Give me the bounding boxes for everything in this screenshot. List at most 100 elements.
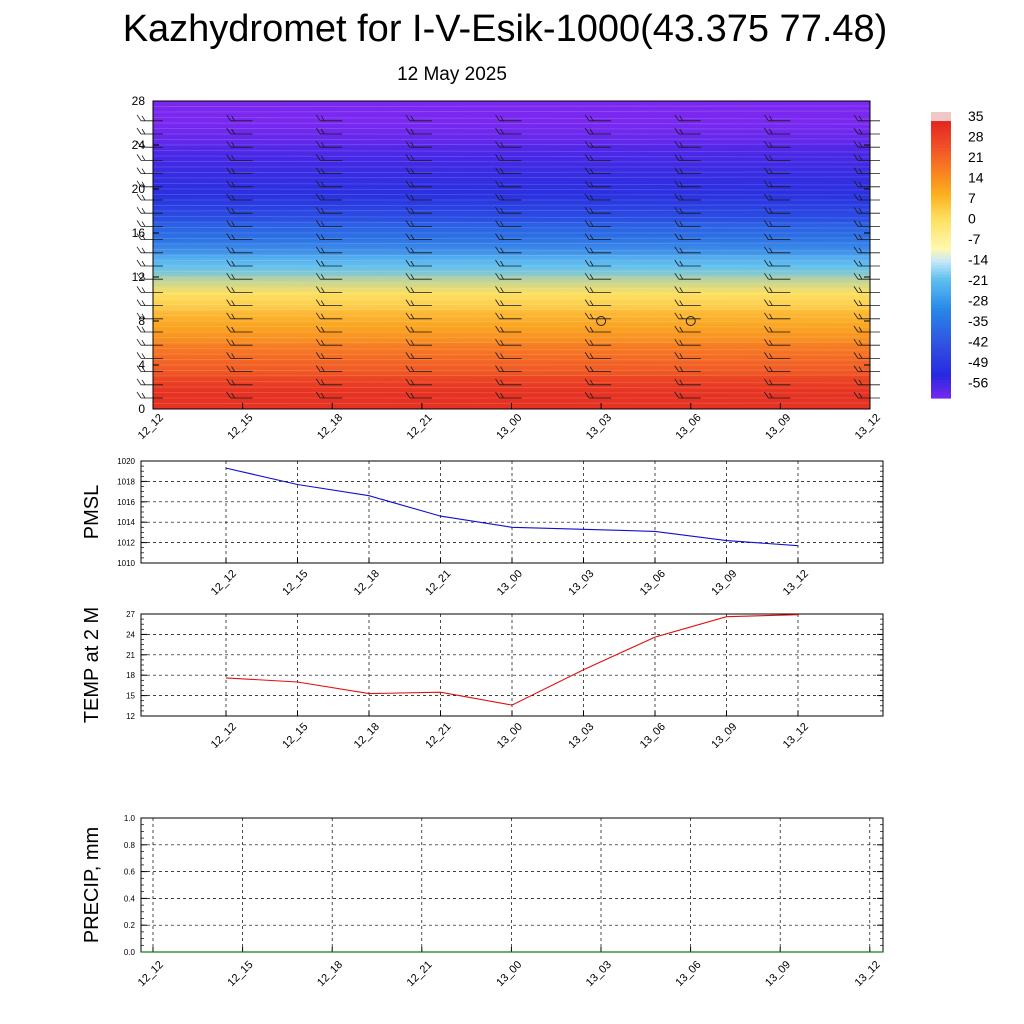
wind-barb [226,246,253,254]
wind-barb-flag [410,128,415,135]
wind-barb-flag [679,234,684,240]
y-axis-label: PMSL [81,485,103,539]
colorbar-label: -14 [968,252,988,268]
x-tick-label: 13_09 [709,568,739,598]
wind-barb [495,167,522,175]
wind-barb [853,140,880,148]
wind-barb-flag [764,233,769,240]
contour-line [152,176,871,179]
colorbar-swatch [931,250,951,255]
wind-barb [405,220,432,227]
wind-barb-flag [769,366,773,372]
wind-barb-flag [764,167,769,174]
wind-barb-flag [589,273,594,280]
wind-barb [315,338,343,346]
x-tick-label: 13_06 [673,959,703,989]
wind-barb-flag [231,260,235,267]
contour-line [152,171,871,173]
wind-barb [136,206,163,214]
chart-title: Kazhydromet for I-V-Esik-1000(43.375 77.… [122,8,888,50]
wind-barb-flag [853,246,859,254]
colorbar-swatch [931,151,951,155]
wind-barb-flag [679,339,684,346]
wind-barb [315,272,343,280]
colorbar-swatch [931,118,951,122]
wind-barb-flag [589,353,594,359]
colorbar-swatch [931,199,951,203]
colorbar-swatch [931,247,951,252]
contour-line [152,128,871,130]
wind-barb [584,180,612,188]
wind-barb [405,338,432,346]
colorbar-swatch [931,196,951,200]
wind-barb-flag [584,127,590,135]
wind-barb-flag [853,180,859,188]
wind-barb-flag [226,338,231,346]
wind-barb [674,140,701,148]
wind-barb [405,154,432,161]
wind-barb-flag [495,114,500,122]
wind-barb-flag [141,260,146,267]
colorbar-swatch [931,343,951,348]
wind-barb [405,259,432,267]
wind-barb-flag [679,155,684,161]
wind-barb [674,233,701,241]
colorbar-swatch [931,358,951,363]
wind-barb [584,127,612,135]
wind-barb-flag [679,313,684,320]
colorbar-label: -28 [968,293,988,309]
wind-barb-flag [853,154,859,161]
wind-barb-flag [320,326,325,333]
wind-barb-flag [320,300,325,306]
wind-barb [136,154,163,161]
colorbar-swatch [931,304,951,309]
wind-barb-flag [769,300,773,306]
colorbar-swatch [931,115,951,119]
contour-line [152,138,871,140]
colorbar-swatch [931,292,951,297]
wind-barb [674,338,701,346]
contour-line [152,260,871,262]
wind-barb [315,391,343,399]
wind-barb [674,325,701,333]
wind-barb [226,391,253,399]
wind-barb [315,114,343,122]
wind-barb [315,180,343,188]
colorbar-label: 21 [968,149,984,165]
wind-barb-flag [141,234,146,240]
wind-barb-flag [853,220,859,227]
wind-barb-flag [226,299,231,306]
wind-barb-flag [769,234,773,240]
y-tick-label: 27 [126,610,135,619]
wind-barb [764,365,791,373]
wind-barb-flag [589,392,594,399]
wind-barb [405,272,432,280]
wind-barb [315,154,343,161]
wind-barb [853,193,880,201]
wind-barb-flag [141,155,146,161]
colorbar-swatch [931,145,951,149]
y-tick-label: 8 [138,314,145,328]
x-tick-label: 13_03 [584,959,614,989]
wind-barb-flag [500,273,504,280]
wind-barb-flag [674,259,680,267]
wind-barb [584,167,612,175]
wind-barb [584,312,612,320]
colorbar-swatch [931,184,951,188]
wind-barb-flag [405,127,411,135]
wind-barb-flag [410,194,415,201]
y-tick-label: 0 [138,402,145,416]
wind-barb-flag [315,312,321,320]
x-tick-label: 12_18 [352,568,382,598]
contour-line [152,293,871,295]
wind-barb-flag [589,260,594,267]
wind-barb-flag [679,392,684,399]
colorbar-swatch [931,127,951,131]
wind-barb [405,140,432,148]
wind-barb-flag [136,154,142,161]
colorbar-swatch [931,211,951,215]
wind-barb-flag [674,352,680,359]
colorbar-label: 14 [968,170,984,186]
x-tick-label: 12_18 [315,959,345,989]
wind-barb-flag [858,339,863,346]
